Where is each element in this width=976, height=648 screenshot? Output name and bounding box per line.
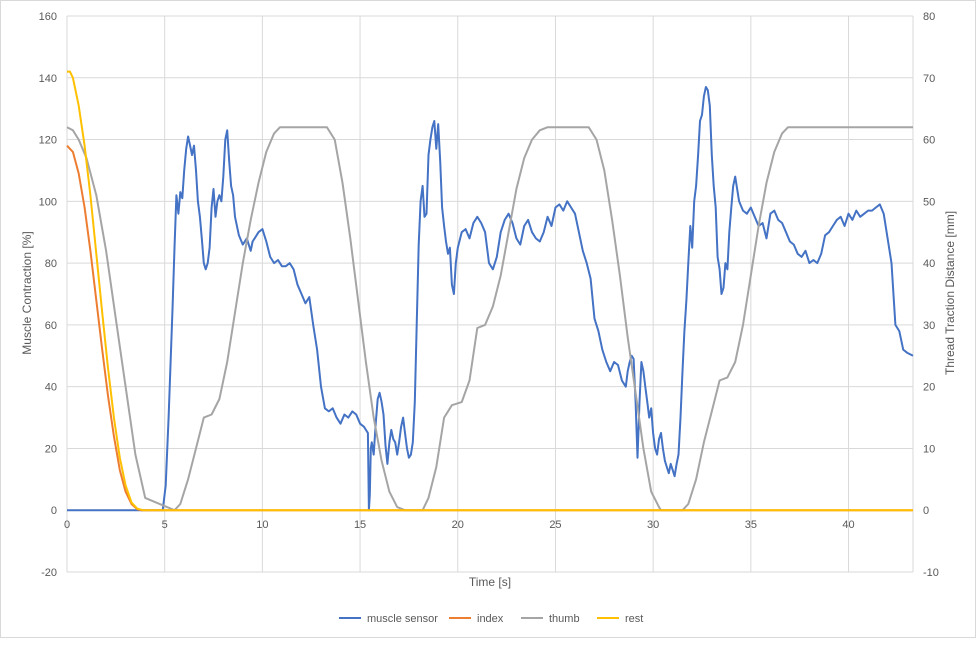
series-line-muscle-sensor	[67, 86, 914, 512]
y-right-tick-label: 70	[923, 73, 935, 85]
legend-label: muscle sensor	[367, 613, 438, 625]
y-right-tick-label: 20	[923, 382, 935, 394]
x-tick-label: 20	[452, 519, 464, 531]
y-left-tick-label: 120	[39, 135, 57, 147]
y-right-tick-label: 0	[923, 505, 929, 517]
x-tick-label: 15	[354, 519, 366, 531]
legend-label: index	[477, 613, 504, 625]
y-right-tick-label: 80	[923, 11, 935, 23]
x-axis-title: Time [s]	[469, 575, 511, 589]
legend: muscle sensor index thumb rest	[339, 613, 643, 625]
y-left-tick-label: 140	[39, 73, 57, 85]
y-right-tick-label: 40	[923, 258, 935, 270]
y-right-tick-label: 10	[923, 443, 935, 455]
x-tick-label: 0	[64, 519, 70, 531]
y-left-tick-label: 100	[39, 196, 57, 208]
y-left-tick-label: -20	[41, 567, 57, 579]
y-right-tick-label: 30	[923, 320, 935, 332]
x-tick-label: 40	[842, 519, 854, 531]
y-right-tick-label: -10	[923, 567, 939, 579]
y-left-tick-label: 20	[45, 443, 57, 455]
right-axis-title: Thread Traction Distance [mm]	[943, 211, 957, 375]
y-right-tick-label: 60	[923, 135, 935, 147]
y-left-tick-label: 160	[39, 11, 57, 23]
legend-label: rest	[625, 613, 643, 625]
x-tick-label: 10	[256, 519, 268, 531]
y-left-tick-label: 80	[45, 258, 57, 270]
y-left-tick-label: 40	[45, 382, 57, 394]
grid-layer	[66, 15, 914, 573]
x-tick-label: 25	[549, 519, 561, 531]
series-line-thumb	[66, 126, 913, 512]
legend-label: thumb	[549, 613, 580, 625]
y-right-tick-label: 50	[923, 196, 935, 208]
x-tick-label: 35	[745, 519, 757, 531]
x-tick-label: 5	[162, 519, 168, 531]
x-tick-label: 30	[647, 519, 659, 531]
y-left-tick-label: 60	[45, 320, 57, 332]
series-layer	[66, 70, 914, 512]
left-axis-title: Muscle Contraction [%]	[20, 231, 34, 354]
series-line-rest	[67, 70, 913, 512]
y-left-tick-label: 0	[51, 505, 57, 517]
